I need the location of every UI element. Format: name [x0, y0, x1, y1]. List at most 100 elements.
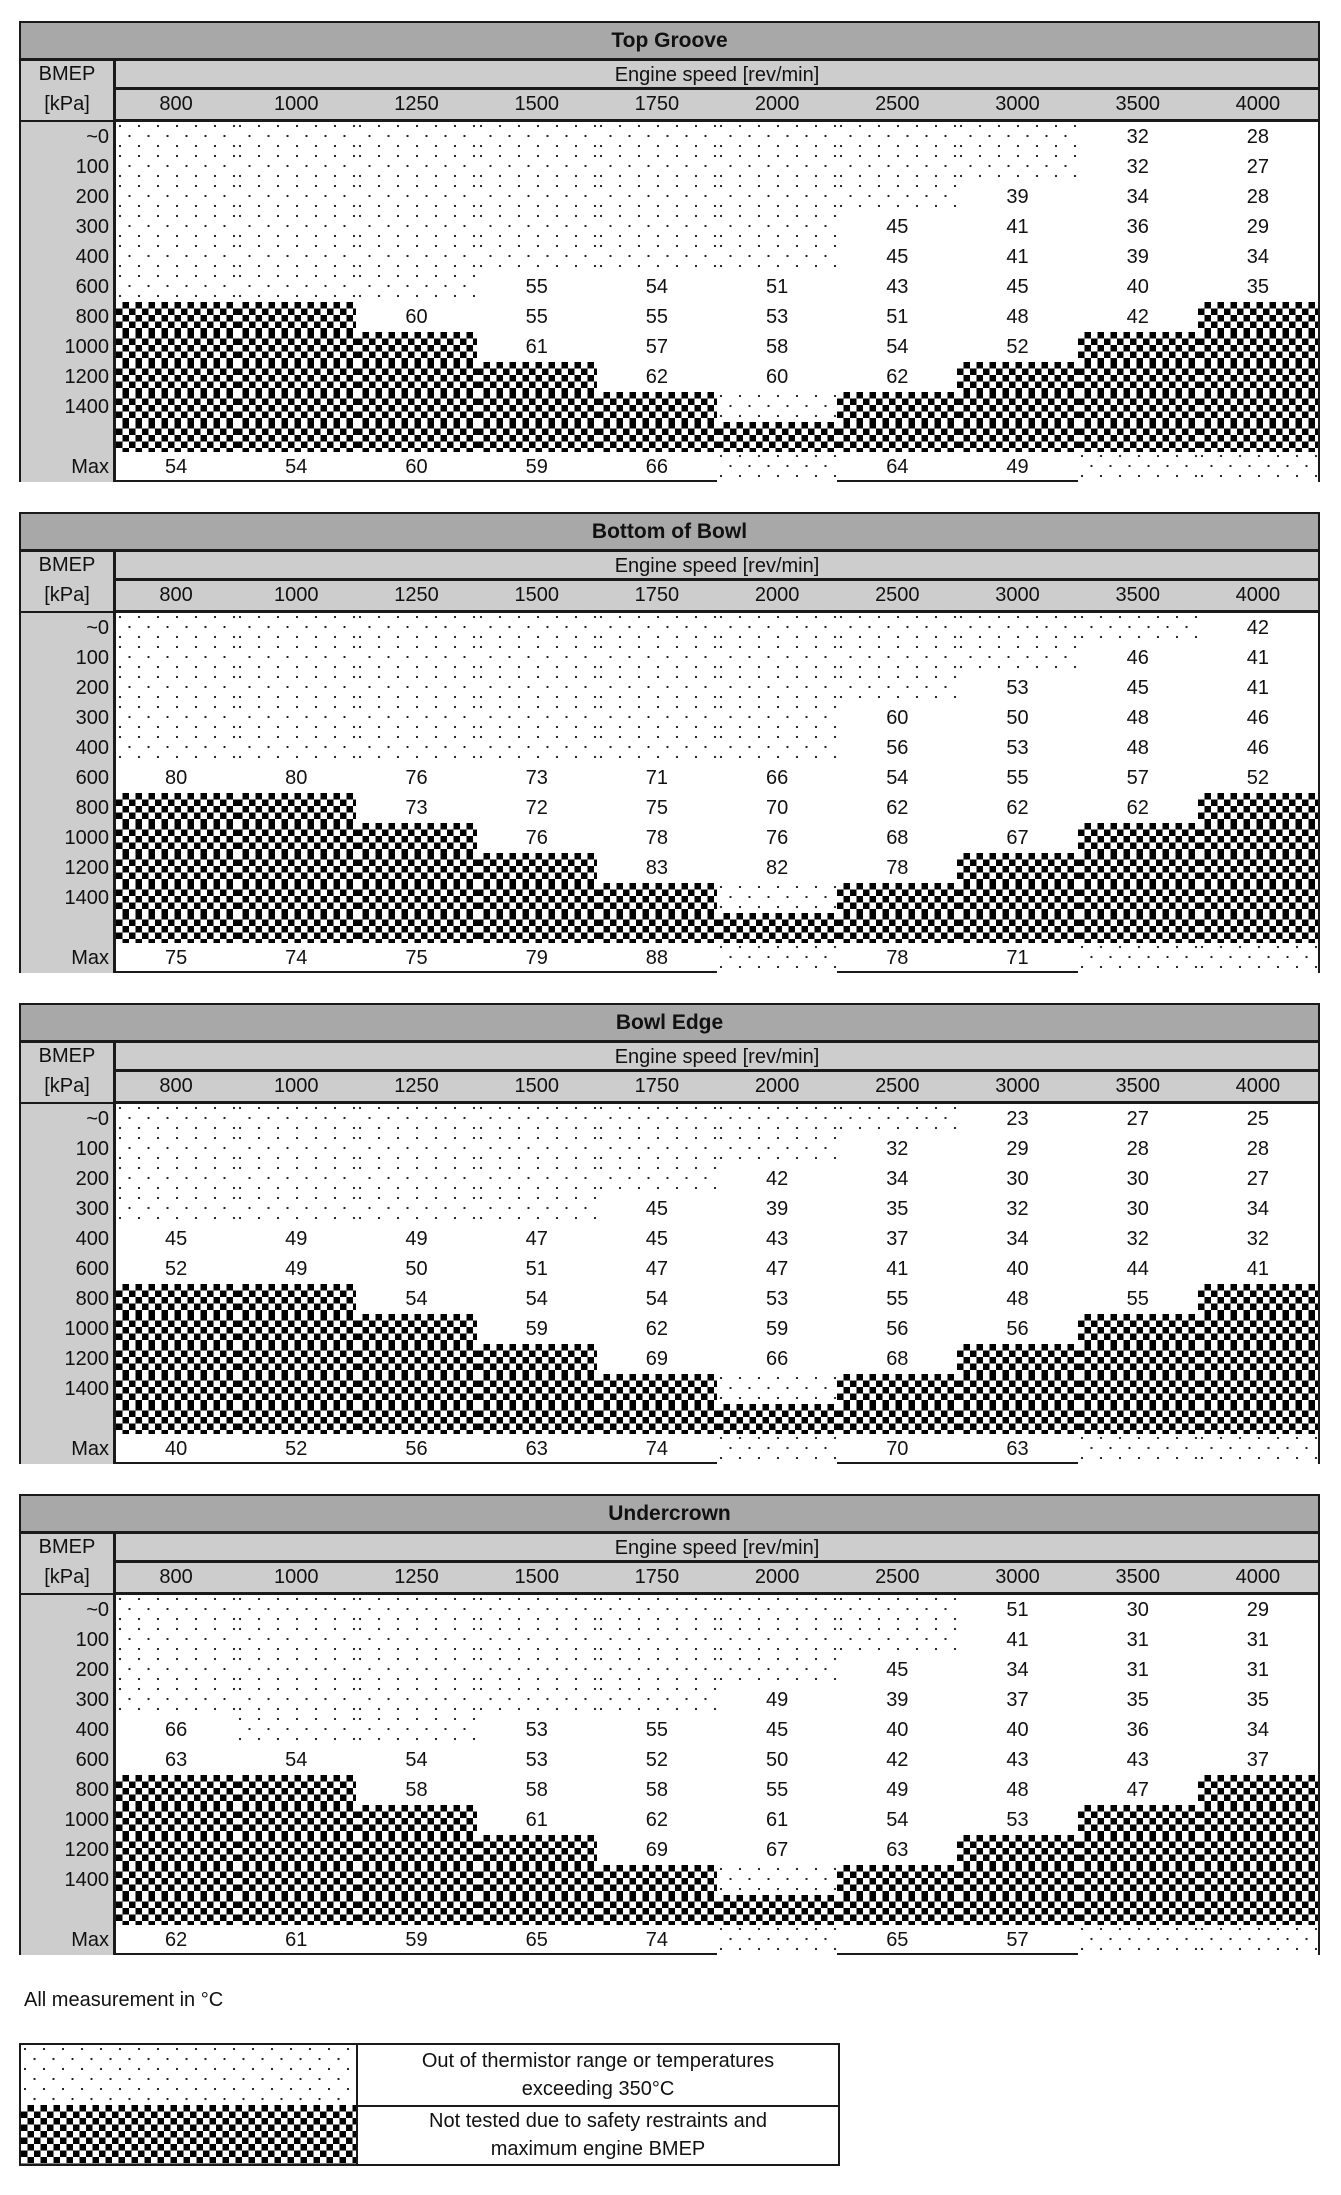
- out-of-range-cell: [717, 943, 838, 973]
- out-of-range-cell: [717, 1434, 838, 1464]
- out-of-range-cell: [476, 1104, 597, 1134]
- temperature-cell: 47: [645, 1258, 669, 1280]
- temperature-cell: 60: [765, 366, 789, 388]
- temperature-cell: 28: [1246, 126, 1270, 148]
- speed-column-header: 1500: [514, 1075, 559, 1097]
- temperature-cell: 45: [1006, 276, 1029, 298]
- out-of-range-cell: [596, 212, 718, 242]
- temperature-cell: 55: [525, 306, 548, 328]
- out-of-range-cell: [116, 1134, 237, 1164]
- temperature-cell: 53: [765, 1288, 789, 1310]
- temperature-cell: 54: [285, 1749, 308, 1771]
- bmep-row-label: ~0: [21, 122, 116, 152]
- temperature-table-bottom-of-bowl: Bottom of Bowl BMEP [kPa] Engine speed […: [19, 512, 1320, 973]
- temperature-cell: 61: [765, 1809, 789, 1831]
- temperature-cell: 62: [645, 1318, 669, 1340]
- not-tested-cell: [837, 1895, 958, 1925]
- not-tested-cell: [476, 853, 597, 883]
- out-of-range-cell: [236, 242, 357, 272]
- temperature-cell: 80: [164, 767, 188, 789]
- bmep-row-label: 100: [21, 152, 116, 182]
- not-tested-cell: [236, 1865, 357, 1895]
- temperature-cell: 47: [765, 1258, 789, 1280]
- temperature-cell: 63: [886, 1839, 909, 1861]
- temperature-cell: 41: [1246, 647, 1270, 669]
- bmep-header: BMEP: [38, 1045, 96, 1067]
- bmep-unit: [kPa]: [44, 1566, 90, 1588]
- not-tested-cell: [116, 392, 237, 422]
- table-row: [21, 1404, 1319, 1434]
- out-of-range-cell: [356, 182, 477, 212]
- not-tested-cell: [1077, 853, 1198, 883]
- speed-column-header: 1250: [394, 1075, 439, 1097]
- temperature-cell: 70: [886, 1438, 909, 1460]
- not-tested-cell: [116, 853, 237, 883]
- not-tested-cell: [116, 422, 237, 452]
- not-tested-cell: [236, 302, 357, 332]
- bmep-row-label: 1000: [21, 1805, 116, 1835]
- out-of-range-cell: [356, 1685, 477, 1715]
- bmep-row-label: 300: [21, 212, 116, 242]
- temperature-cell: 29: [1246, 1599, 1270, 1621]
- temperature-cell: 48: [1006, 306, 1029, 328]
- temperature-cell: 50: [405, 1258, 428, 1280]
- temperature-cell: 59: [525, 1318, 548, 1340]
- temperature-cell: 34: [886, 1168, 909, 1190]
- not-tested-cell: [236, 1805, 357, 1835]
- out-of-range-cell: [236, 1655, 357, 1685]
- dots-pattern-swatch: [21, 2045, 358, 2105]
- speed-column-header: 1750: [634, 1566, 680, 1588]
- out-of-range-cell: [476, 1164, 597, 1194]
- temperature-cell: 54: [405, 1749, 428, 1771]
- not-tested-cell: [1197, 422, 1319, 452]
- bmep-unit: [kPa]: [44, 584, 90, 606]
- out-of-range-cell: [717, 452, 838, 482]
- not-tested-cell: [717, 422, 838, 452]
- speed-column-header: 4000: [1235, 1075, 1281, 1097]
- table-row: 800 60 55 55 53 51 48 42: [21, 302, 1319, 332]
- out-of-range-cell: [116, 1194, 237, 1224]
- temperature-cell: 43: [765, 1228, 789, 1250]
- not-tested-cell: [1197, 1314, 1319, 1344]
- out-of-range-cell: [116, 272, 237, 302]
- out-of-range-cell: [116, 212, 237, 242]
- out-of-range-cell: [236, 1104, 357, 1134]
- not-tested-cell: [236, 793, 357, 823]
- table-row: 800 73 72 75 70 62 62 62: [21, 793, 1319, 823]
- not-tested-cell: [116, 793, 237, 823]
- speed-column-header: 1500: [514, 584, 559, 606]
- out-of-range-cell: [356, 242, 477, 272]
- temperature-cell: 65: [886, 1929, 909, 1951]
- temperature-cell: 30: [1006, 1168, 1029, 1190]
- legend-text: Not tested due to safety restraints and …: [429, 2110, 767, 2160]
- temperature-cell: 62: [1006, 797, 1029, 819]
- temperature-cell: 35: [1246, 276, 1270, 298]
- temperature-cell: 54: [405, 1288, 428, 1310]
- not-tested-cell: [837, 1374, 958, 1404]
- temperature-cell: 56: [1006, 1318, 1029, 1340]
- not-tested-cell: [356, 1314, 477, 1344]
- table-row: [21, 1895, 1319, 1925]
- temperature-cell: 48: [1006, 1779, 1029, 1801]
- temperature-cell: 36: [1126, 216, 1149, 238]
- out-of-range-cell: [236, 733, 357, 763]
- temperature-cell: 41: [1246, 1258, 1270, 1280]
- engine-speed-columns: 800 1000 1250 1500 1750 2000 2500 3000 3500 4000: [116, 1563, 1318, 1595]
- temperature-cell: 62: [645, 1809, 669, 1831]
- temperature-cell: 34: [1126, 186, 1149, 208]
- out-of-range-cell: [596, 643, 718, 673]
- temperature-cell: 66: [765, 767, 789, 789]
- not-tested-cell: [837, 883, 958, 913]
- out-of-range-cell: [236, 182, 357, 212]
- not-tested-cell: [1197, 1865, 1319, 1895]
- bmep-row-label: Max: [21, 452, 116, 482]
- not-tested-cell: [1077, 1404, 1198, 1434]
- temperature-cell: 40: [164, 1438, 188, 1460]
- temperature-cell: 55: [886, 1288, 909, 1310]
- not-tested-cell: [476, 883, 597, 913]
- not-tested-cell: [356, 1374, 477, 1404]
- temperature-cell: 52: [285, 1438, 308, 1460]
- temperature-cell: 54: [645, 276, 669, 298]
- out-of-range-cell: [476, 152, 597, 182]
- table-row: 800 54 54 54 53 55 48 55: [21, 1284, 1319, 1314]
